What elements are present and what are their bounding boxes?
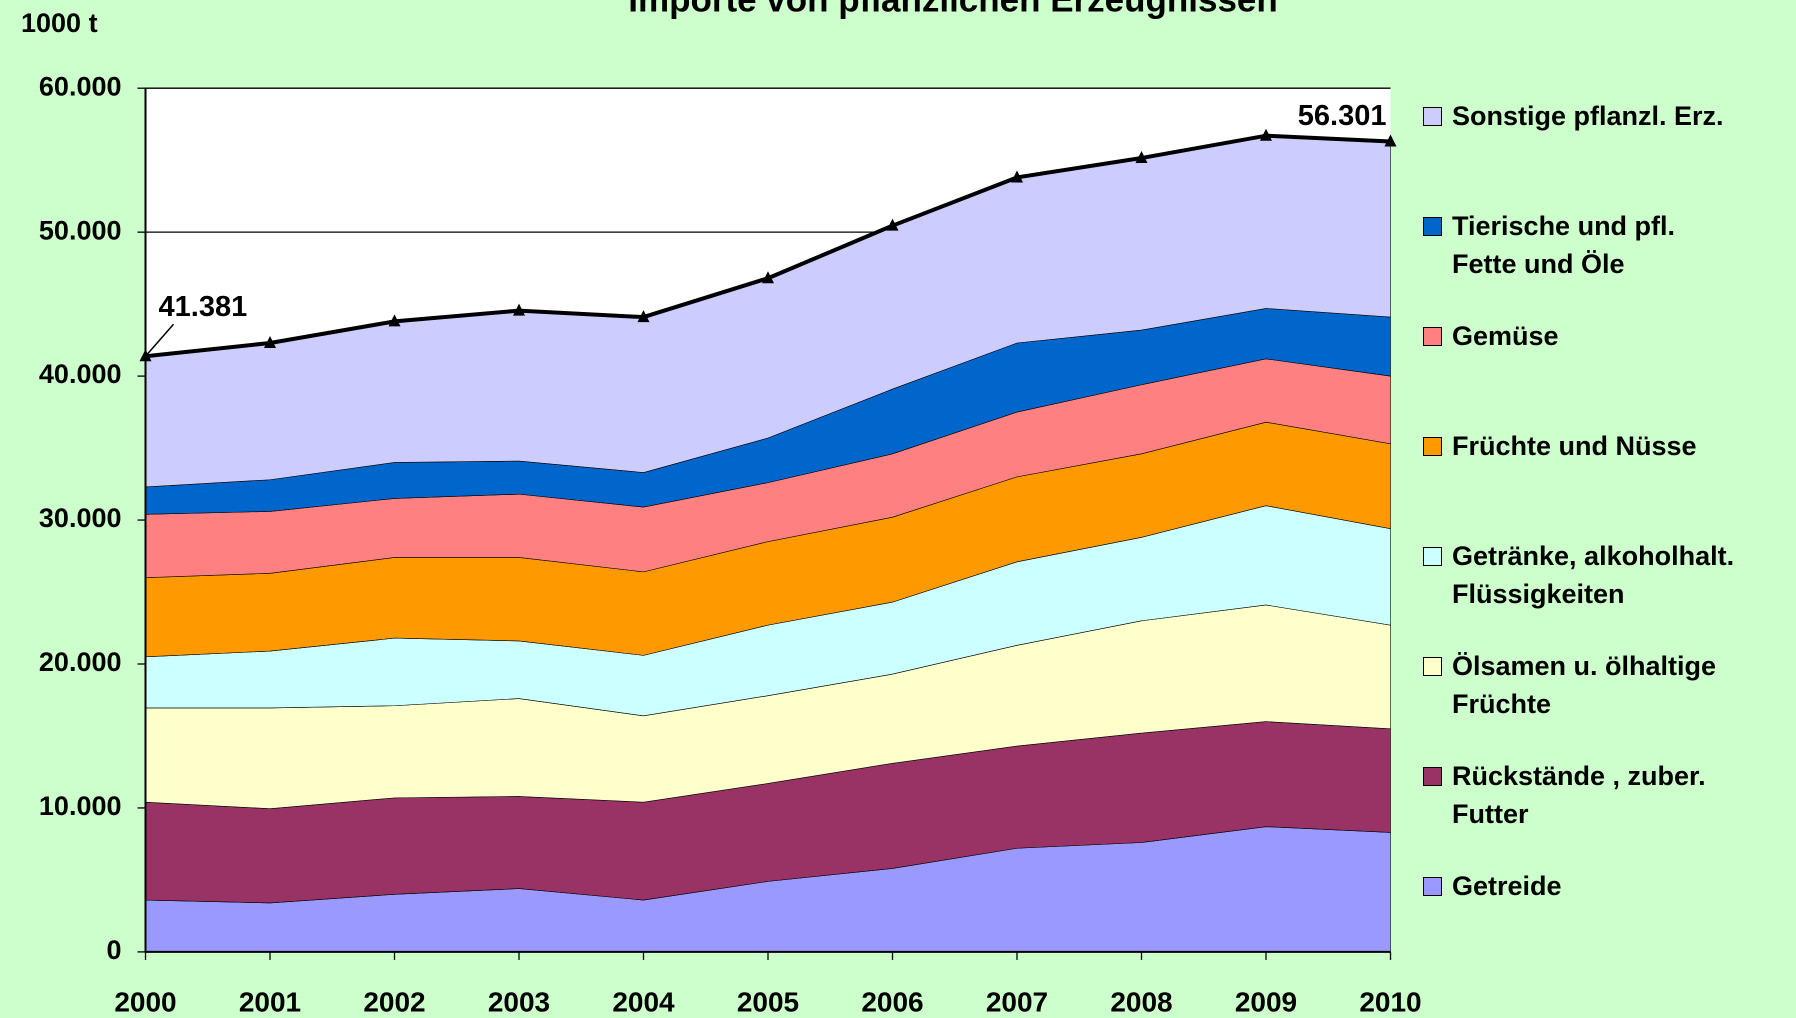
x-tick-label: 2002 [363,986,425,1017]
total-marker [1384,134,1397,147]
x-tick-label: 2005 [737,986,799,1017]
legend-item: Sonstige pflanzl. Erz. [1423,97,1724,135]
y-axis-label: 1000 t [21,8,98,38]
x-tick-label: 2009 [1235,986,1297,1017]
total-marker [264,335,276,348]
y-tick-label: 50.000 [39,215,122,245]
legend-swatch [1423,107,1442,126]
x-tick-label: 2008 [1110,986,1172,1017]
legend-item: Tierische und pfl. Fette und Öle [1423,207,1675,283]
x-tick-label: 2010 [1359,986,1421,1017]
y-tick-label: 20.000 [39,647,122,677]
x-tick-label: 2006 [861,986,923,1017]
legend-item: Getränke, alkoholhalt. Flüssigkeiten [1423,537,1734,613]
legend-swatch [1423,217,1442,236]
x-tick-label: 2003 [488,986,550,1017]
legend-label: Getreide [1452,871,1562,901]
legend-swatch [1423,547,1442,566]
legend-item: Ölsamen u. ölhaltige Früchte [1423,647,1716,723]
x-tick-label: 2000 [114,986,176,1017]
legend-swatch [1423,877,1442,896]
y-tick-label: 30.000 [39,503,122,533]
total-marker [1260,128,1272,141]
total-marker [1011,170,1023,183]
legend-swatch [1423,767,1442,786]
legend-swatch [1423,327,1442,346]
total-marker [513,303,525,316]
total-marker [762,271,774,284]
legend-item: Gemüse [1423,317,1559,355]
legend-item: Rückstände , zuber. Futter [1423,757,1706,833]
annotation-leader [144,323,175,357]
y-tick-label: 0 [106,935,121,965]
legend-label: Sonstige pflanzl. Erz. [1452,101,1724,131]
total-marker [1135,151,1148,164]
legend-swatch [1423,437,1442,456]
legend-label: Rückstände , zuber. Futter [1452,761,1706,829]
x-tick-label: 2004 [612,986,675,1017]
legend-label: Tierische und pfl. Fette und Öle [1452,211,1676,279]
legend-item: Getreide [1423,867,1562,905]
x-tick-label: 2001 [239,986,301,1017]
legend-label: Gemüse [1452,321,1559,351]
total-marker [886,218,899,231]
annotation: 56.301 [1298,100,1387,132]
total-marker [637,310,650,323]
legend-swatch [1423,657,1442,676]
y-tick-label: 60.000 [39,71,122,101]
total-marker [388,314,401,327]
legend-label: Früchte und Nüsse [1452,431,1697,461]
legend-label: Getränke, alkoholhalt. Flüssigkeiten [1452,541,1735,609]
legend-item: Früchte und Nüsse [1423,427,1697,465]
y-tick-label: 10.000 [39,791,122,821]
y-tick-label: 40.000 [39,359,122,389]
x-tick-label: 2007 [986,986,1048,1017]
chart-title: Importe von pflanzlichen Erzeugnissen [628,0,1278,19]
annotation: 41.381 [159,291,248,323]
legend-label: Ölsamen u. ölhaltige Früchte [1452,651,1717,719]
